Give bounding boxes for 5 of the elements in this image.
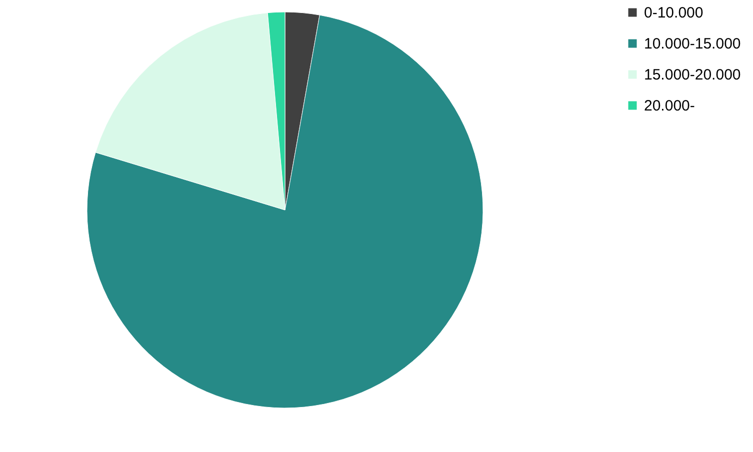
legend-label: 15.000-20.000 <box>644 66 741 84</box>
legend-label: 10.000-15.000 <box>644 36 741 52</box>
legend-label: 0-10.000 <box>644 4 704 22</box>
pie-slice <box>86 14 484 408</box>
legend-label: 20.000- <box>644 98 695 114</box>
